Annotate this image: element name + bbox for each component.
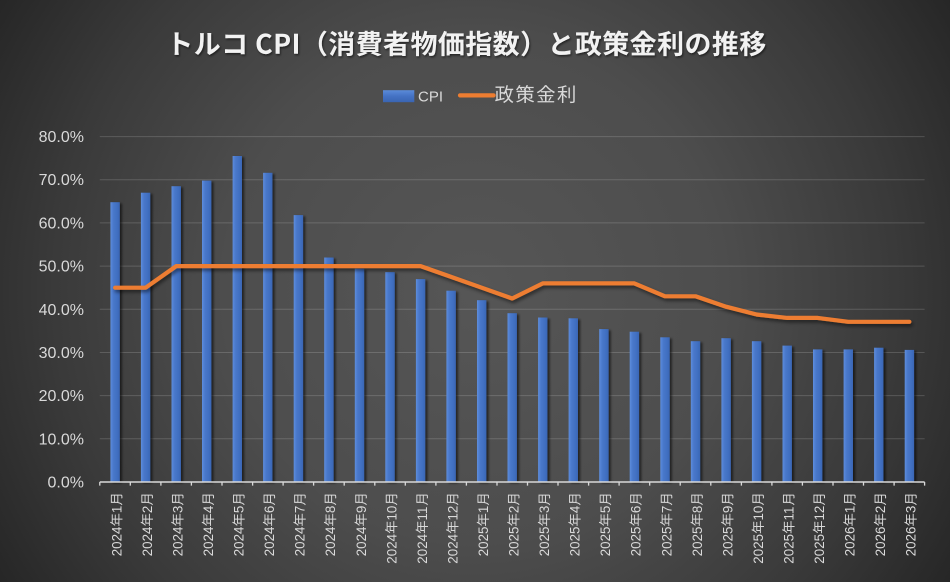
- svg-text:2026: 2026: [873, 527, 888, 557]
- svg-text:70.0%: 70.0%: [39, 172, 84, 189]
- svg-text:40.0%: 40.0%: [39, 302, 84, 319]
- svg-text:2025: 2025: [537, 527, 552, 557]
- svg-text:3: 3: [904, 506, 919, 513]
- svg-text:5: 5: [598, 506, 613, 513]
- svg-text:60.0%: 60.0%: [39, 215, 84, 232]
- svg-text:2024: 2024: [323, 526, 338, 556]
- svg-text:10: 10: [751, 506, 766, 521]
- svg-text:2: 2: [140, 506, 155, 513]
- svg-text:1: 1: [476, 506, 491, 513]
- svg-text:10.0%: 10.0%: [39, 431, 84, 448]
- svg-text:2025: 2025: [476, 527, 491, 557]
- svg-text:11: 11: [415, 507, 430, 521]
- svg-text:2024: 2024: [445, 533, 460, 563]
- svg-text:12: 12: [812, 506, 827, 521]
- svg-text:1: 1: [843, 506, 858, 513]
- svg-text:2025: 2025: [598, 527, 613, 557]
- svg-text:2024: 2024: [201, 526, 216, 556]
- svg-text:8: 8: [323, 506, 338, 513]
- svg-text:9: 9: [720, 506, 735, 513]
- svg-text:6: 6: [629, 506, 644, 513]
- svg-text:20.0%: 20.0%: [39, 388, 84, 405]
- svg-text:2024: 2024: [415, 533, 430, 563]
- svg-text:2025: 2025: [507, 527, 522, 557]
- svg-text:80.0%: 80.0%: [39, 129, 84, 146]
- svg-text:5: 5: [232, 506, 247, 513]
- svg-text:2024: 2024: [384, 533, 399, 563]
- svg-text:2024: 2024: [262, 526, 277, 556]
- svg-text:30.0%: 30.0%: [39, 345, 84, 362]
- svg-text:2025: 2025: [568, 527, 583, 557]
- svg-text:2024: 2024: [171, 526, 186, 556]
- svg-text:2024: 2024: [293, 526, 308, 556]
- svg-text:2025: 2025: [720, 527, 735, 557]
- svg-text:2025: 2025: [690, 527, 705, 557]
- svg-text:1: 1: [109, 506, 124, 513]
- svg-text:4: 4: [568, 505, 583, 513]
- svg-text:50.0%: 50.0%: [39, 259, 84, 276]
- svg-text:3: 3: [537, 506, 552, 513]
- svg-text:10: 10: [384, 506, 399, 521]
- svg-text:2: 2: [507, 506, 522, 513]
- svg-text:2: 2: [873, 506, 888, 513]
- svg-text:3: 3: [171, 506, 186, 513]
- svg-text:2026: 2026: [904, 527, 919, 557]
- svg-text:2024: 2024: [109, 526, 124, 556]
- svg-text:7: 7: [293, 506, 308, 513]
- svg-text:11: 11: [782, 507, 797, 521]
- svg-text:6: 6: [262, 506, 277, 513]
- svg-text:2024: 2024: [232, 526, 247, 556]
- svg-text:CPI: CPI: [418, 89, 443, 106]
- svg-text:2025: 2025: [751, 534, 766, 564]
- svg-text:2024: 2024: [140, 526, 155, 556]
- svg-text:8: 8: [690, 506, 705, 513]
- svg-text:2025: 2025: [659, 527, 674, 557]
- svg-text:9: 9: [354, 506, 369, 513]
- svg-text:7: 7: [659, 506, 674, 513]
- svg-text:2025: 2025: [629, 527, 644, 557]
- svg-text:2026: 2026: [843, 527, 858, 557]
- svg-text:2025: 2025: [812, 534, 827, 564]
- svg-text:12: 12: [445, 506, 460, 521]
- svg-text:0.0%: 0.0%: [48, 475, 84, 492]
- svg-text:2024: 2024: [354, 526, 369, 556]
- svg-text:2025: 2025: [782, 534, 797, 564]
- svg-text:4: 4: [201, 505, 216, 513]
